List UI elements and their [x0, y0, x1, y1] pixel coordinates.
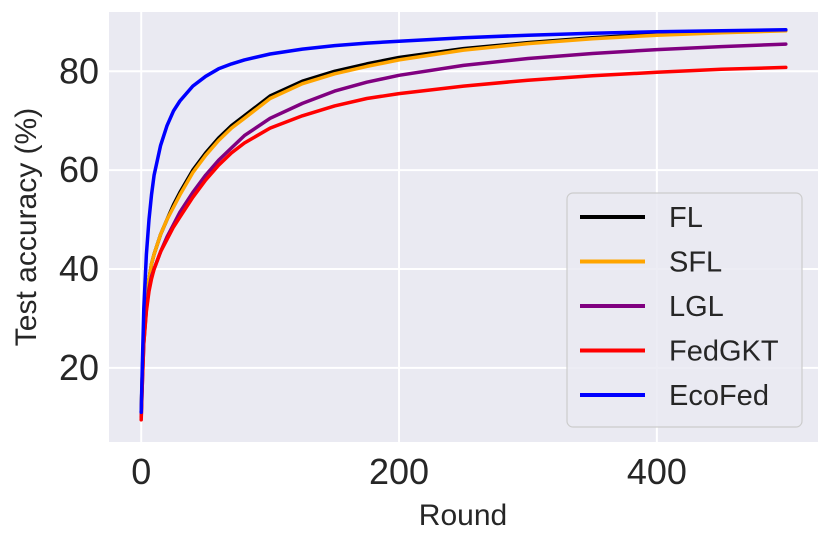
x-tick-label: 400	[627, 451, 687, 492]
legend-label-fedgkt: FedGKT	[669, 336, 779, 368]
y-tick-label: 80	[59, 50, 99, 91]
series-line-fedgkt	[139, 65, 788, 422]
x-tick-label: 0	[131, 451, 151, 492]
series-line-ecofed	[139, 28, 788, 415]
x-axis-label: Round	[419, 499, 507, 532]
legend-box	[566, 192, 803, 428]
legend-label-lgl: LGL	[669, 291, 724, 323]
legend: FL SFL LGL FedGKT EcoFed	[566, 192, 803, 428]
legend-label-fl: FL	[669, 202, 703, 234]
series-layer	[139, 28, 788, 422]
y-tick-label: 60	[59, 149, 99, 190]
x-tick-labels: 0 200 400	[131, 451, 687, 492]
legend-label-sfl: SFL	[669, 247, 722, 279]
y-tick-label: 40	[59, 248, 99, 289]
y-axis-label: Test accuracy (%)	[10, 108, 43, 346]
y-tick-labels: 20 40 60 80	[59, 50, 99, 388]
x-tick-label: 200	[369, 451, 429, 492]
series-line-sfl	[139, 29, 788, 415]
legend-label-ecofed: EcoFed	[669, 380, 769, 412]
y-tick-label: 20	[59, 347, 99, 388]
